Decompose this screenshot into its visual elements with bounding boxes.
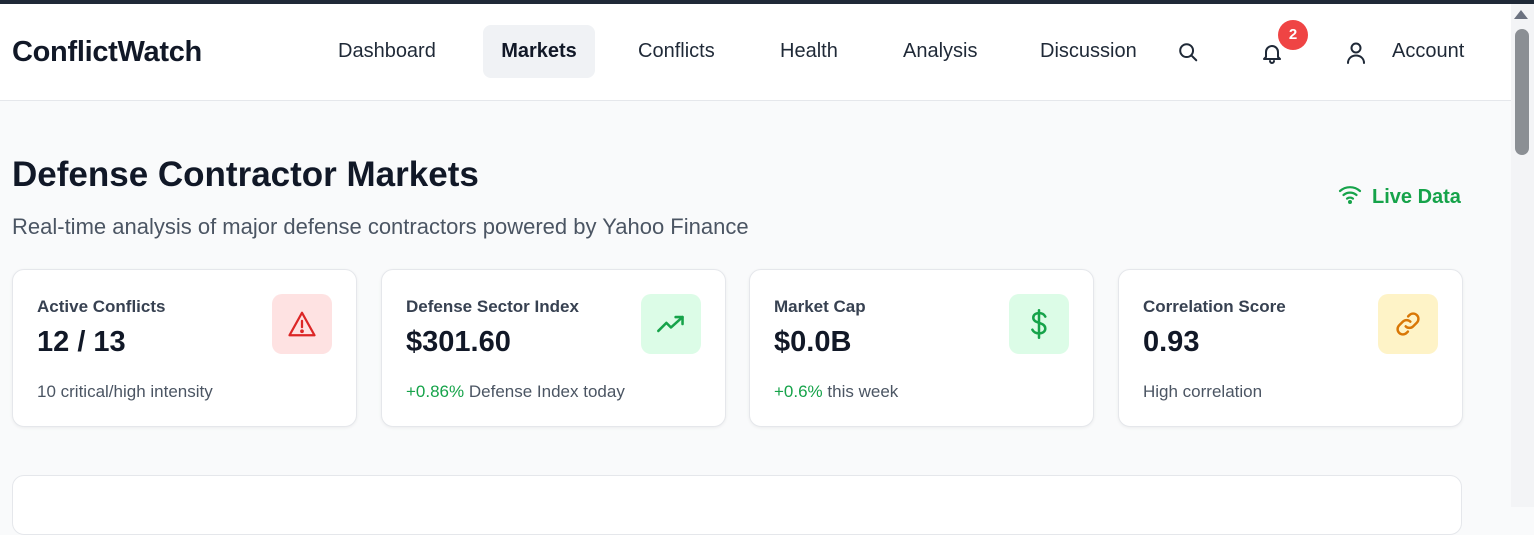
- user-icon[interactable]: [1345, 41, 1367, 70]
- nav-discussion[interactable]: Discussion: [1040, 40, 1137, 62]
- card-footnote: +0.86% Defense Index today: [406, 382, 625, 402]
- content-panel: [12, 475, 1462, 535]
- card-footnote-text: High correlation: [1143, 382, 1263, 401]
- stat-card-market-cap[interactable]: Market Cap $0.0B +0.6% this week: [749, 269, 1094, 427]
- page-subtitle: Real-time analysis of major defense cont…: [12, 214, 749, 239]
- stat-card-defense-sector-index[interactable]: Defense Sector Index $301.60 +0.86% Defe…: [381, 269, 726, 427]
- nav-markets[interactable]: Markets: [483, 25, 595, 78]
- top-navigation-bar: ConflictWatch Dashboard Markets Conflict…: [0, 4, 1511, 101]
- nav-analysis[interactable]: Analysis: [903, 40, 978, 62]
- scroll-up-arrow-icon[interactable]: [1514, 10, 1528, 19]
- card-label: Correlation Score: [1143, 297, 1286, 316]
- card-footnote-text: 10 critical/high intensity: [37, 382, 213, 401]
- card-delta: +0.6%: [774, 382, 823, 401]
- trending-up-icon: [641, 294, 701, 354]
- window-top-border: [0, 0, 1534, 4]
- wifi-icon: [1338, 184, 1362, 210]
- app-logo[interactable]: ConflictWatch: [12, 36, 202, 68]
- notification-count-badge: 2: [1278, 20, 1308, 50]
- search-icon[interactable]: [1177, 41, 1199, 68]
- scrollbar-thumb[interactable]: [1515, 29, 1529, 155]
- card-label: Market Cap: [774, 297, 866, 316]
- card-value: $0.0B: [774, 326, 852, 358]
- card-footnote: +0.6% this week: [774, 382, 898, 402]
- card-value: 0.93: [1143, 326, 1200, 358]
- page-title: Defense Contractor Markets: [12, 155, 479, 194]
- card-value: $301.60: [406, 326, 511, 358]
- dollar-icon: [1009, 294, 1069, 354]
- card-value: 12 / 13: [37, 326, 126, 358]
- nav-health[interactable]: Health: [780, 40, 838, 62]
- card-label: Active Conflicts: [37, 297, 166, 316]
- bell-icon[interactable]: [1260, 41, 1284, 70]
- live-data-label: Live Data: [1372, 185, 1461, 208]
- alert-triangle-icon: [272, 294, 332, 354]
- card-delta: +0.86%: [406, 382, 465, 401]
- live-data-indicator: Live Data: [1338, 184, 1461, 210]
- nav-dashboard[interactable]: Dashboard: [338, 40, 436, 62]
- card-footnote-text: this week: [827, 382, 899, 401]
- card-footnote-text: Defense Index today: [468, 382, 625, 401]
- card-footnote: High correlation: [1143, 382, 1262, 402]
- stat-card-active-conflicts[interactable]: Active Conflicts 12 / 13 10 critical/hig…: [12, 269, 357, 427]
- account-link[interactable]: Account: [1392, 40, 1465, 62]
- card-label: Defense Sector Index: [406, 297, 579, 316]
- link-icon: [1378, 294, 1438, 354]
- nav-conflicts[interactable]: Conflicts: [638, 40, 715, 62]
- stat-card-correlation-score[interactable]: Correlation Score 0.93 High correlation: [1118, 269, 1463, 427]
- card-footnote: 10 critical/high intensity: [37, 382, 213, 402]
